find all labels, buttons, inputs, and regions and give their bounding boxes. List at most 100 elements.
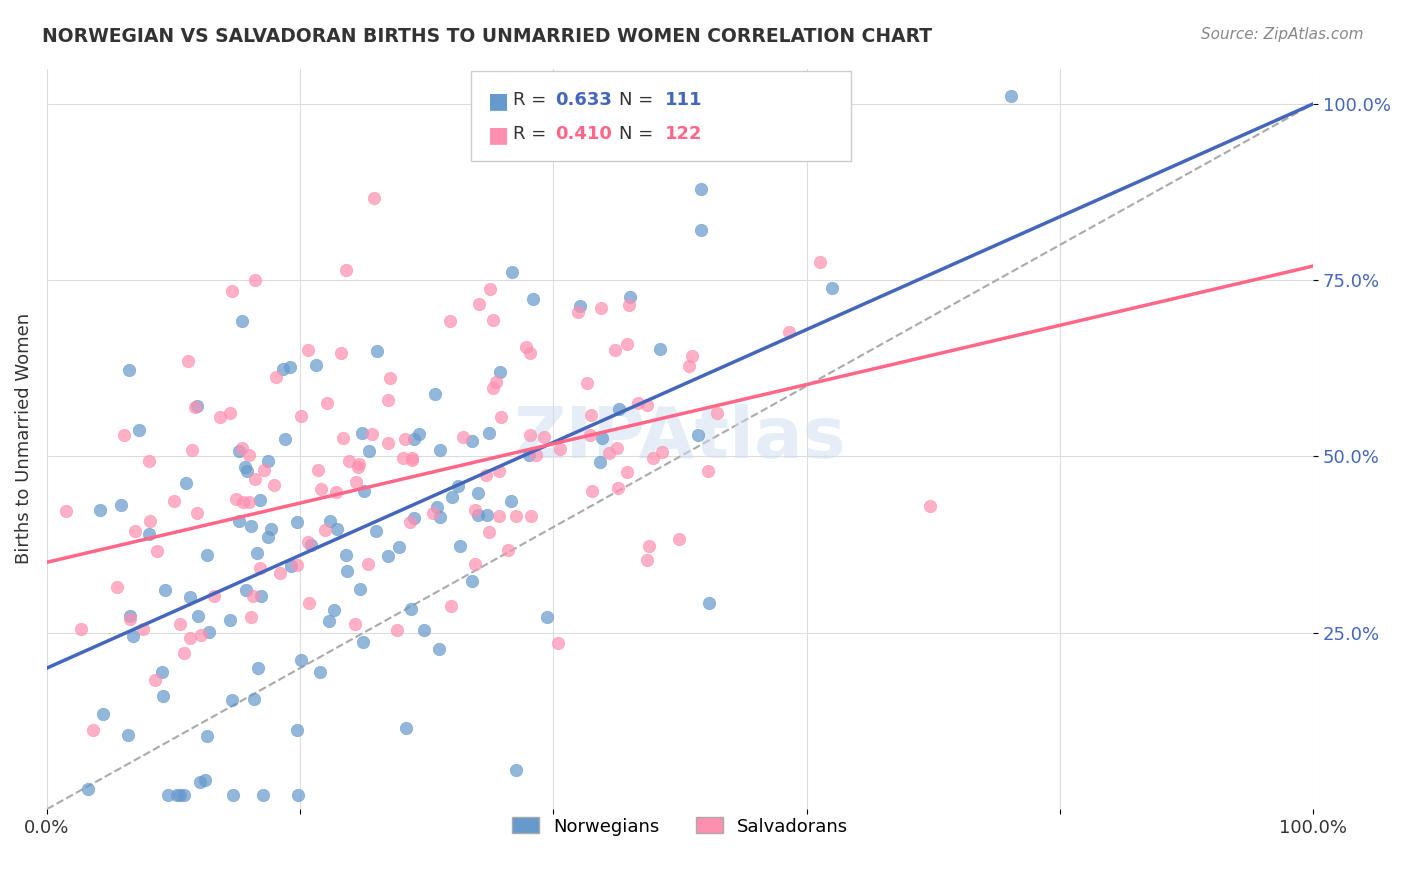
Point xyxy=(330,346,353,360)
Point xyxy=(488,365,510,379)
Point xyxy=(188,775,211,789)
Point xyxy=(399,602,422,616)
Point xyxy=(451,429,474,443)
Point xyxy=(231,495,253,509)
Point xyxy=(524,448,547,462)
Point xyxy=(567,305,589,319)
Point xyxy=(257,530,280,544)
Point xyxy=(519,346,541,360)
Text: NORWEGIAN VS SALVADORAN BIRTHS TO UNMARRIED WOMEN CORRELATION CHART: NORWEGIAN VS SALVADORAN BIRTHS TO UNMARR… xyxy=(42,27,932,45)
Point xyxy=(394,432,416,446)
Point xyxy=(269,566,291,580)
Point xyxy=(77,782,100,797)
Point xyxy=(401,452,423,467)
Point xyxy=(166,788,188,802)
Point xyxy=(427,642,450,657)
Point xyxy=(225,491,247,506)
Point xyxy=(117,728,139,742)
Point xyxy=(1000,88,1022,103)
Point xyxy=(616,465,638,479)
Point xyxy=(152,689,174,703)
Point xyxy=(274,432,297,446)
Point xyxy=(257,454,280,468)
Point xyxy=(581,484,603,499)
Point xyxy=(547,636,569,650)
Point xyxy=(138,453,160,467)
Point xyxy=(589,455,612,469)
Point xyxy=(278,360,301,375)
Point xyxy=(260,521,283,535)
Point xyxy=(606,441,628,455)
Point xyxy=(202,589,225,603)
Point xyxy=(138,526,160,541)
Point xyxy=(363,191,385,205)
Point xyxy=(688,427,710,442)
Point xyxy=(242,589,264,603)
Point xyxy=(285,723,308,738)
Point xyxy=(361,426,384,441)
Point xyxy=(231,441,253,455)
Point xyxy=(404,511,426,525)
Point xyxy=(240,518,263,533)
Point xyxy=(350,425,373,440)
Point xyxy=(517,448,540,462)
Point xyxy=(305,358,328,372)
Point xyxy=(349,582,371,596)
Point xyxy=(496,542,519,557)
Point xyxy=(357,444,380,458)
Point xyxy=(273,362,295,376)
Point xyxy=(208,410,231,425)
Point xyxy=(55,504,77,518)
Point xyxy=(335,263,357,277)
Point xyxy=(499,493,522,508)
Point xyxy=(195,548,218,562)
Point xyxy=(422,507,444,521)
Point xyxy=(347,459,370,474)
Point xyxy=(377,393,399,408)
Point xyxy=(287,788,309,802)
Point xyxy=(249,493,271,508)
Point xyxy=(343,617,366,632)
Point xyxy=(179,631,201,645)
Point xyxy=(429,510,451,524)
Point xyxy=(332,431,354,445)
Text: 0.410: 0.410 xyxy=(555,125,612,143)
Point xyxy=(392,451,415,466)
Point xyxy=(249,561,271,575)
Point xyxy=(485,375,508,389)
Point xyxy=(377,435,399,450)
Point xyxy=(548,442,571,457)
Point xyxy=(697,596,720,610)
Point xyxy=(238,449,260,463)
Point xyxy=(124,524,146,539)
Point xyxy=(91,706,114,721)
Point xyxy=(482,313,505,327)
Point xyxy=(820,280,842,294)
Point xyxy=(474,468,496,483)
Point xyxy=(366,344,388,359)
Point xyxy=(128,423,150,437)
Point xyxy=(318,614,340,628)
Point xyxy=(609,402,631,417)
Point xyxy=(778,325,800,339)
Point xyxy=(668,533,690,547)
Point xyxy=(239,609,262,624)
Legend: Norwegians, Salvadorans: Norwegians, Salvadorans xyxy=(503,808,858,845)
Point xyxy=(181,443,204,458)
Text: N =: N = xyxy=(619,91,658,109)
Point xyxy=(439,314,461,328)
Point xyxy=(169,788,191,802)
Point xyxy=(617,298,640,312)
Point xyxy=(491,410,513,425)
Point xyxy=(402,433,425,447)
Point xyxy=(598,446,620,460)
Point xyxy=(468,297,491,311)
Point xyxy=(505,764,527,778)
Point xyxy=(82,723,104,737)
Point xyxy=(467,486,489,500)
Point xyxy=(689,223,711,237)
Text: 122: 122 xyxy=(665,125,703,143)
Point xyxy=(263,477,285,491)
Point xyxy=(120,609,142,624)
Point xyxy=(197,624,219,639)
